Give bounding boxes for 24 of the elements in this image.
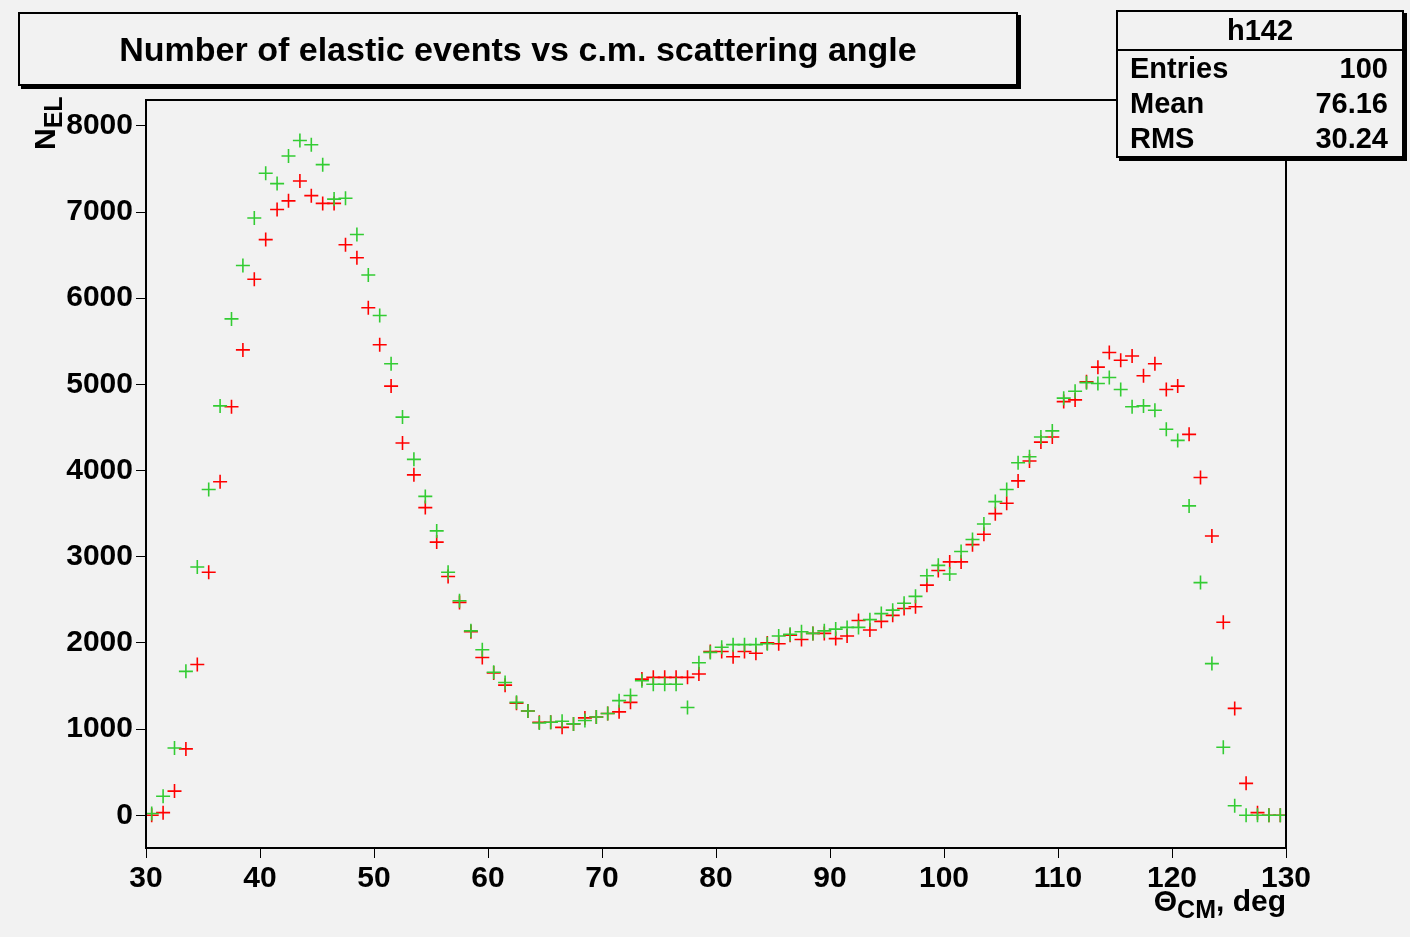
x-tick-label: 50 — [357, 860, 391, 894]
y-tick-label: 6000 — [66, 279, 133, 313]
x-tick-label: 40 — [243, 860, 277, 894]
y-tick-label: 0 — [116, 796, 133, 830]
x-tick-label: 70 — [585, 860, 619, 894]
x-tick-label: 60 — [471, 860, 505, 894]
text: RMS 30.24 — [1130, 122, 1388, 154]
x-tick-label: 100 — [918, 860, 970, 894]
x-tick-label: 90 — [813, 860, 847, 894]
text: Mean 76.16 — [1130, 87, 1388, 119]
chart-title: Number of elastic events vs c.m. scattering angle — [18, 12, 1018, 86]
text: h142 — [1118, 12, 1402, 51]
x-tick-label: 80 — [699, 860, 733, 894]
y-tick-label: 7000 — [66, 193, 133, 227]
y-tick-label: 1000 — [66, 710, 133, 744]
x-tick-label: 110 — [1033, 860, 1083, 894]
x-tick-label: 130 — [1260, 860, 1312, 894]
x-tick-label: 30 — [129, 860, 163, 894]
y-tick-label: 3000 — [66, 537, 133, 571]
text: Entries 100 — [1130, 52, 1388, 84]
y-tick-label: 2000 — [66, 624, 133, 658]
y-tick-label: 4000 — [66, 451, 133, 485]
y-tick-label: 8000 — [66, 107, 133, 141]
y-tick-label: 5000 — [66, 365, 133, 399]
